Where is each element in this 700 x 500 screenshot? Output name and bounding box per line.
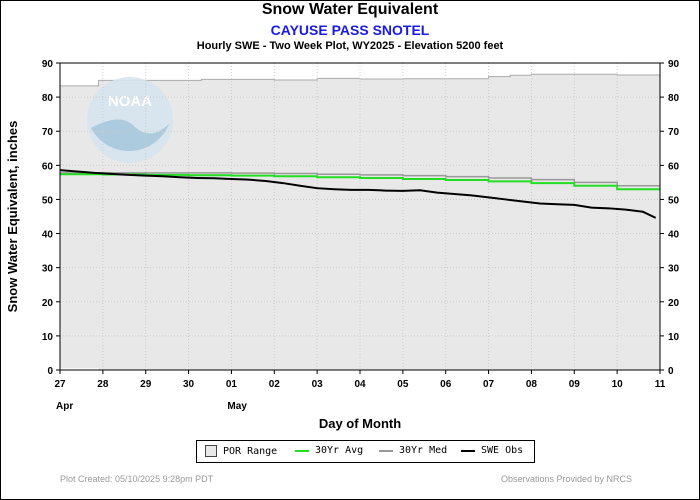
legend-item-por: POR Range: [205, 445, 277, 457]
plot-description: Hourly SWE - Two Week Plot, WY2025 - Ele…: [196, 40, 504, 52]
x-tick-label: 01: [226, 379, 238, 390]
plot-created-note: Plot Created: 05/10/2025 9:28pm PDT: [60, 474, 214, 484]
y-tick-label-right: 50: [668, 195, 680, 206]
legend-item-avg: 30Yr Avg: [295, 445, 363, 456]
y-tick-label-left: 90: [42, 59, 54, 70]
x-tick-label: 30: [183, 379, 195, 390]
x-tick-label: 09: [569, 379, 581, 390]
legend-swatch-obs: [461, 449, 475, 452]
chart-title: Snow Water Equivalent: [261, 1, 439, 18]
y-tick-label-right: 40: [668, 230, 680, 241]
x-tick-label: 07: [483, 379, 495, 390]
y-tick-label-right: 20: [668, 298, 680, 309]
y-axis-label: Snow Water Equivalent, inches: [5, 121, 20, 313]
y-tick-label-left: 50: [42, 195, 54, 206]
y-tick-label-left: 20: [42, 298, 54, 309]
y-tick-label-right: 30: [668, 264, 680, 275]
y-tick-label-right: 80: [668, 93, 680, 104]
legend-swatch-avg: [295, 449, 309, 452]
legend-label-por: POR Range: [223, 445, 278, 457]
x-tick-label: 10: [612, 379, 624, 390]
legend-swatch-med: [379, 449, 393, 452]
x-tick-label: 27: [54, 379, 66, 390]
x-axis-label: Day of Month: [319, 416, 401, 431]
month-label: May: [227, 401, 247, 412]
series-swe-obs: [59, 169, 657, 219]
y-tick-label-left: 10: [42, 332, 54, 343]
y-tick-label-left: 40: [42, 230, 54, 241]
y-tick-label-left: 60: [42, 161, 54, 172]
x-tick-label: 06: [440, 379, 452, 390]
legend-swatch-por: [205, 445, 217, 457]
x-tick-label: 11: [655, 379, 666, 390]
legend-label-obs: SWE Obs: [481, 445, 524, 456]
y-tick-label-right: 0: [668, 366, 674, 377]
x-tick-label: 29: [140, 379, 152, 390]
series-30yr-avg: [60, 173, 660, 191]
y-tick-label-left: 70: [42, 127, 54, 138]
provider-note: Observations Provided by NRCS: [500, 474, 632, 484]
legend-item-obs: SWE Obs: [461, 445, 523, 456]
station-name: CAYUSE PASS SNOTEL: [270, 22, 430, 38]
x-tick-label: 04: [354, 379, 366, 390]
x-tick-label: 08: [526, 379, 538, 390]
y-tick-label-right: 70: [668, 127, 680, 138]
noaa-logo-text: NOAA: [108, 93, 152, 110]
y-tick-label-left: 0: [47, 366, 53, 377]
series-30yr-med: [60, 172, 660, 187]
por-range-upper-edge: [60, 73, 660, 87]
month-label: Apr: [56, 401, 73, 412]
y-tick-label-right: 60: [668, 161, 680, 172]
legend: POR Range 30Yr Avg 30Yr Med SWE Obs: [196, 440, 535, 463]
y-tick-label-left: 80: [42, 93, 54, 104]
legend-item-med: 30Yr Med: [379, 445, 447, 456]
y-tick-label-right: 90: [668, 59, 680, 70]
x-tick-label: 28: [97, 379, 109, 390]
y-tick-label-left: 30: [42, 264, 54, 275]
x-tick-label: 03: [312, 379, 324, 390]
legend-label-avg: 30Yr Avg: [315, 445, 364, 456]
x-tick-label: 05: [397, 379, 409, 390]
legend-label-med: 30Yr Med: [399, 445, 448, 456]
noaa-logo-wave-icon: [91, 119, 169, 152]
y-tick-label-right: 10: [668, 332, 680, 343]
x-tick-label: 02: [269, 379, 281, 390]
